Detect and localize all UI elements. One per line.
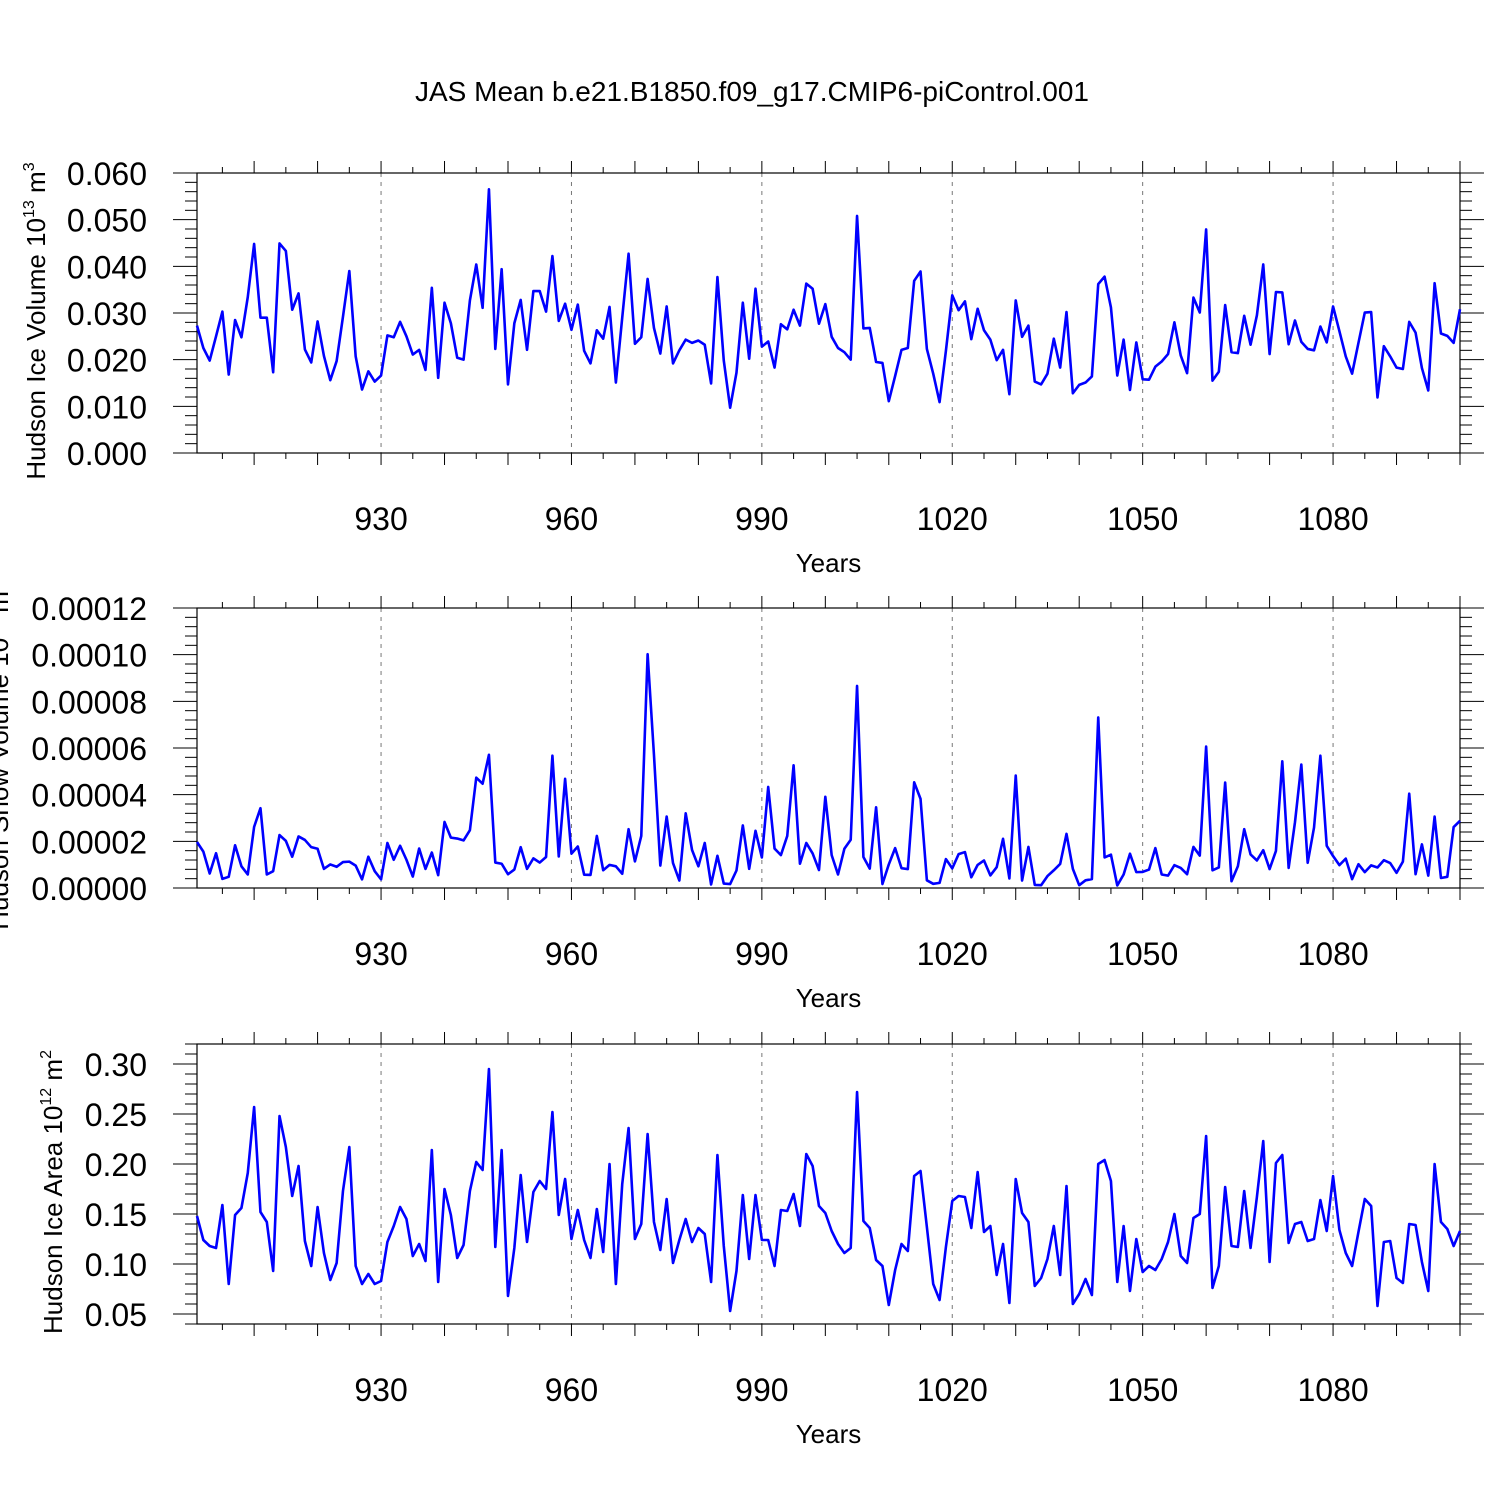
y-tick-label: 0.30 xyxy=(85,1047,147,1083)
series-line-1 xyxy=(195,188,1462,410)
y-axis-label: Hudson Snow Volume 1013 m3 xyxy=(0,582,14,930)
y-tick-label: 0.15 xyxy=(85,1197,147,1233)
x-tick-label: 990 xyxy=(735,936,788,972)
y-axis-label-exponent: 13 xyxy=(0,620,1,638)
y-tick-label: 0.00000 xyxy=(31,871,147,907)
series-line-3 xyxy=(195,1067,1462,1313)
y-tick-label: 0.05 xyxy=(85,1297,147,1333)
x-tick-label: 960 xyxy=(545,1372,598,1408)
x-axis-label: Years xyxy=(796,1419,862,1449)
x-tick-label: 1020 xyxy=(917,1372,988,1408)
y-tick-label: 0.25 xyxy=(85,1097,147,1133)
y-tick-label: 0.00008 xyxy=(31,684,147,720)
x-axis-label: Years xyxy=(796,548,862,578)
y-axis-label-unit: m xyxy=(0,591,14,620)
y-axis-label-text: Hudson Ice Area 10 xyxy=(38,1106,68,1334)
y-tick-label: 0.000 xyxy=(67,436,147,472)
x-tick-label: 1020 xyxy=(917,936,988,972)
x-tick-label: 1080 xyxy=(1297,936,1368,972)
x-tick-label: 1080 xyxy=(1297,1372,1368,1408)
y-tick-label: 0.00012 xyxy=(31,591,147,627)
x-tick-label: 1020 xyxy=(917,501,988,537)
y-axis-label-exponent: 13 xyxy=(21,200,38,218)
y-axis-label-unit: m xyxy=(21,171,51,200)
y-axis-label-unit-exponent: 3 xyxy=(0,582,1,591)
x-tick-label: 930 xyxy=(354,936,407,972)
x-tick-label: 990 xyxy=(735,1372,788,1408)
y-axis-label-text: Hudson Snow Volume 10 xyxy=(0,638,14,930)
y-axis-label-exponent: 12 xyxy=(38,1088,55,1106)
x-tick-label: 960 xyxy=(545,501,598,537)
y-tick-label: 0.030 xyxy=(67,296,147,332)
x-tick-label: 1050 xyxy=(1107,1372,1178,1408)
y-axis-label-unit-exponent: 3 xyxy=(21,162,38,171)
y-axis-label-text: Hudson Ice Volume 10 xyxy=(21,218,51,480)
y-tick-label: 0.020 xyxy=(67,343,147,379)
y-tick-label: 0.060 xyxy=(67,156,147,192)
y-axis-label-unit: m xyxy=(38,1059,68,1088)
chart-panel-2: 930 960 990 1020 1050 1080 0.00000 0.00002 0.000… xyxy=(0,582,1484,1013)
y-axis-label: Hudson Ice Area 1012 m2 xyxy=(38,1050,68,1334)
y-axis-label-unit-exponent: 2 xyxy=(38,1050,55,1059)
y-tick-label: 0.050 xyxy=(67,203,147,239)
y-tick-label: 0.00006 xyxy=(31,731,147,767)
y-tick-label: 0.00002 xyxy=(31,824,147,860)
series-line-2 xyxy=(195,652,1461,887)
x-tick-label: 1050 xyxy=(1107,501,1178,537)
x-tick-label: 1050 xyxy=(1107,936,1178,972)
y-tick-label: 0.010 xyxy=(67,389,147,425)
x-axis-label: Years xyxy=(796,983,862,1013)
x-tick-label: 1080 xyxy=(1297,501,1368,537)
y-tick-label: 0.00004 xyxy=(31,778,147,814)
y-tick-label: 0.20 xyxy=(85,1147,147,1183)
y-tick-label: 0.10 xyxy=(85,1247,147,1283)
chart-panel-3: 930 960 990 1020 1050 1080 0.05 0.10 0.15 0.20 0.2… xyxy=(38,1032,1484,1449)
x-tick-label: 930 xyxy=(354,1372,407,1408)
y-axis-label: Hudson Ice Volume 1013 m3 xyxy=(21,162,51,479)
x-tick-label: 990 xyxy=(735,501,788,537)
chart-panel-1: 930 960 990 1020 1050 1080 0.000 0.010 0.020 0.03… xyxy=(21,156,1484,578)
panels: 930 960 990 1020 1050 1080 0.000 0.010 0.020 0.03… xyxy=(0,156,1484,1449)
y-tick-label: 0.00010 xyxy=(31,638,147,674)
x-tick-label: 930 xyxy=(354,501,407,537)
figure-title: JAS Mean b.e21.B1850.f09_g17.CMIP6-piCon… xyxy=(415,76,1089,107)
y-tick-label: 0.040 xyxy=(67,249,147,285)
x-tick-label: 960 xyxy=(545,936,598,972)
